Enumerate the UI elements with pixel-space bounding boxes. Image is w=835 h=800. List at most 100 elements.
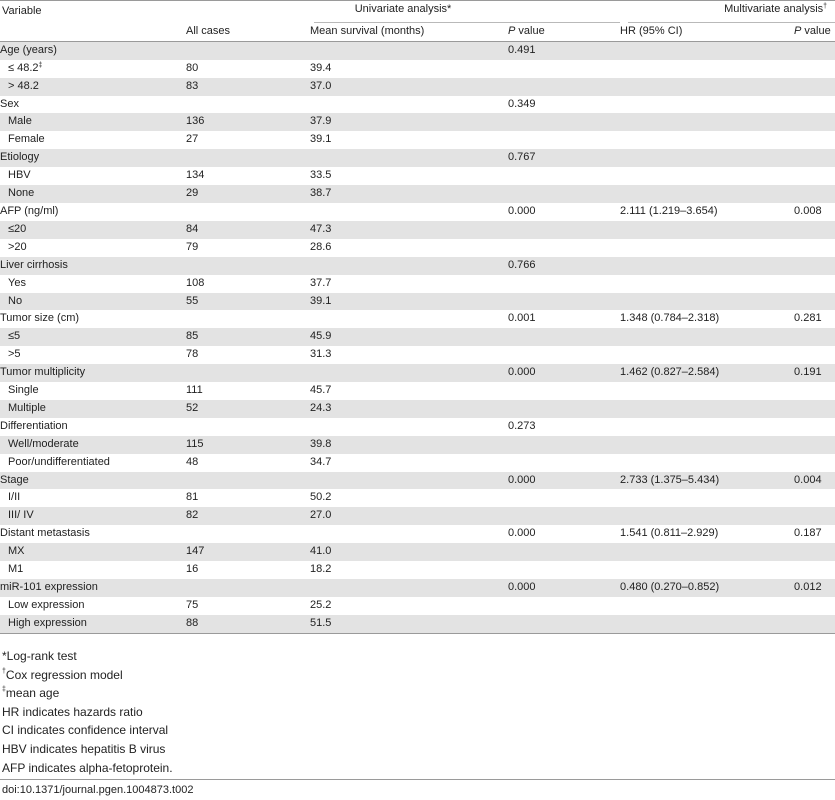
hr-cell-text: 1.348 (0.784–2.318): [620, 312, 720, 325]
variable-cell-text: >20: [8, 240, 27, 253]
all-cases-cell-text: 82: [186, 509, 199, 522]
p-value-multivariate-cell: [794, 220, 835, 239]
p-value-univariate-cell-text: 0.349: [508, 97, 536, 110]
mean-survival-cell: 24.3: [310, 399, 508, 418]
variable-cell-text: Male: [8, 115, 32, 128]
all-cases-cell: 27: [186, 131, 310, 149]
all-cases-cell-text: 134: [186, 169, 205, 182]
variable-cell-text: I/II: [8, 491, 21, 504]
doi-text: doi:10.1371/journal.pgen.1004873.t002: [2, 784, 194, 796]
variable-cell-text: ≤ 48.2: [8, 61, 39, 74]
hr-cell-text: 2.111 (1.219–3.654): [620, 204, 718, 217]
hr-cell: [620, 41, 795, 60]
table-row: Tumor size (cm) 0.001 1.348 (0.784–2.318) 0…: [0, 310, 835, 328]
p-value-univariate-cell-text: 0.001: [508, 312, 536, 325]
mean-survival-cell-text: 51.5: [310, 616, 332, 629]
hr-cell: [620, 275, 794, 293]
footnote-text: HBV indicates hepatitis B virus: [2, 741, 166, 756]
p-value-univariate-cell: [508, 561, 620, 579]
all-cases-cell: 16: [186, 561, 310, 579]
mean-survival-cell-text: 31.3: [310, 348, 332, 361]
footnote-mark: †: [2, 667, 6, 675]
p-rest: value: [515, 24, 545, 37]
all-cases-cell: [186, 96, 310, 114]
mean-survival-cell-text: 34.7: [310, 455, 332, 468]
all-cases-cell-text: 83: [186, 79, 199, 92]
p-value-univariate-cell-text: 0.766: [508, 258, 536, 271]
all-cases-cell: 78: [186, 346, 310, 364]
variable-cell: I/II: [0, 489, 186, 507]
footnote-line: AFP indicates alpha-fetoprotein.: [2, 759, 173, 778]
hr-cell: [620, 382, 794, 400]
variable-cell: Etiology: [0, 149, 186, 168]
hr-cell: 1.348 (0.784–2.318): [620, 310, 794, 328]
p-italic: P: [794, 24, 802, 37]
p-value-univariate-cell: [508, 167, 620, 185]
p-value-multivariate-cell: [794, 399, 835, 418]
p-value-univariate-cell: [508, 382, 620, 400]
all-cases-cell-text: 111: [186, 384, 203, 397]
mean-survival-cell: 39.8: [310, 435, 508, 454]
univariate-underline: [314, 19, 621, 23]
table-row: AFP (ng/ml) 0.000 2.111 (1.219–3.654) 0.008: [0, 203, 835, 221]
mean-survival-cell: 37.9: [310, 113, 508, 132]
hr-cell: [620, 96, 794, 114]
p-value-univariate-cell: [508, 239, 620, 257]
p-value-univariate-cell-text: 0.767: [508, 151, 536, 164]
mean-survival-cell: 45.9: [310, 328, 508, 347]
variable-cell-text: ≤5: [8, 330, 21, 343]
p-value-univariate-cell: 0.273: [508, 418, 620, 436]
hr-cell: [620, 131, 794, 149]
mean-survival-cell: [310, 96, 508, 114]
table-row: MX 147 41.0: [0, 543, 835, 562]
mean-survival-cell-text: 45.9: [310, 330, 332, 343]
mean-survival-cell: [310, 579, 508, 597]
variable-cell: High expression: [0, 614, 186, 634]
all-cases-cell-text: 84: [186, 222, 199, 235]
multivariate-mark: †: [823, 3, 828, 10]
p-value-univariate-cell: 0.000: [508, 579, 621, 597]
mean-survival-cell: 47.3: [310, 220, 508, 239]
table-row: Stage 0.000 2.733 (1.375–5.434) 0.004: [0, 471, 835, 490]
mean-survival-cell: 37.7: [310, 275, 508, 293]
all-cases-header: All cases: [186, 22, 310, 42]
hr-cell: [620, 77, 795, 96]
p-rest: value: [801, 24, 831, 37]
multivariate-label: Multivariate analysis: [724, 3, 824, 15]
table-row: Yes 108 37.7: [0, 275, 835, 293]
mean-survival-cell: 50.2: [310, 489, 508, 507]
mean-survival-cell-text: 41.0: [310, 545, 332, 558]
p-value-univariate-cell: 0.349: [508, 96, 620, 114]
univariate-label: Univariate analysis: [354, 3, 448, 15]
all-cases-cell-text: 27: [186, 133, 199, 146]
table-row: HBV 134 33.5: [0, 167, 835, 185]
table-row: None 29 38.7: [0, 185, 835, 203]
all-cases-cell: 108: [186, 275, 310, 293]
p-value-univariate-cell: [508, 328, 621, 347]
variable-cell-text: Poor/undifferentiated: [8, 455, 110, 468]
variable-cell-text: Age (years): [0, 43, 57, 56]
hr-cell: [620, 185, 795, 203]
mean-survival-cell: 18.2: [310, 561, 508, 579]
p-value-univariate-cell: 0.491: [508, 41, 621, 60]
footnote-line: HBV indicates hepatitis B virus: [2, 740, 173, 759]
mean-survival-cell-text: 39.1: [310, 294, 332, 307]
all-cases-cell-text: 147: [186, 545, 205, 558]
variable-cell: HBV: [0, 167, 186, 185]
mean-survival-cell-text: 47.3: [310, 222, 332, 235]
variable-cell: Tumor size (cm): [0, 310, 186, 328]
table-row: Distant metastasis 0.000 1.541 (0.811–2.92…: [0, 525, 835, 543]
p-value-univariate-cell: [508, 543, 621, 562]
mean-survival-cell-text: 39.8: [310, 437, 332, 450]
all-cases-cell-text: 85: [186, 330, 199, 343]
p-value-univariate-cell: [508, 60, 620, 78]
p-value-univariate-cell: [508, 131, 620, 149]
table-row: High expression 88 51.5: [0, 614, 835, 634]
mean-survival-cell: [310, 471, 508, 490]
p-value-univariate-cell: [508, 185, 621, 203]
table-row: Male 136 37.9: [0, 113, 835, 132]
all-cases-cell: 79: [186, 239, 310, 257]
variable-cell: Liver cirrhosis: [0, 256, 186, 275]
doi-divider: [0, 779, 835, 780]
